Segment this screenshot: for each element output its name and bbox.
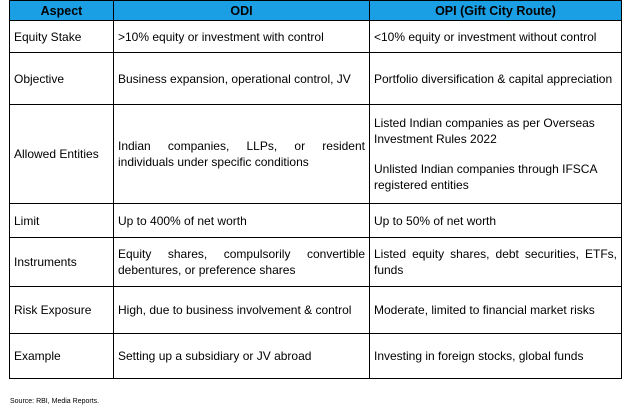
opi-listed-entry: Listed Indian companies as per Overseas …: [374, 116, 595, 146]
table-row: Risk Exposure High, due to business invo…: [9, 286, 622, 334]
header-aspect: Aspect: [9, 0, 114, 21]
table-row: Allowed Entities Indian companies, LLPs,…: [9, 104, 622, 204]
aspect-cell: Allowed Entities: [9, 104, 114, 204]
table-row: Example Setting up a subsidiary or JV ab…: [9, 333, 622, 379]
table-row: Objective Business expansion, operationa…: [9, 52, 622, 105]
header-odi: ODI: [113, 0, 370, 21]
header-opi: OPI (Gift City Route): [369, 0, 622, 21]
header-row: Aspect ODI OPI (Gift City Route): [9, 0, 622, 21]
odi-cell: >10% equity or investment with control: [113, 20, 370, 53]
odi-cell: Equity shares, compulsorily convertible …: [113, 237, 370, 287]
source-note: Source: RBI, Media Reports.: [10, 398, 100, 405]
odi-cell: Setting up a subsidiary or JV abroad: [113, 333, 370, 379]
aspect-cell: Example: [9, 333, 114, 379]
opi-cell: Moderate, limited to financial market ri…: [369, 286, 622, 334]
odi-cell: Up to 400% of net worth: [113, 203, 370, 238]
table-row: Instruments Equity shares, compulsorily …: [9, 237, 622, 287]
opi-cell: Up to 50% of net worth: [369, 203, 622, 238]
odi-cell: High, due to business involvement & cont…: [113, 286, 370, 334]
aspect-cell: Equity Stake: [9, 20, 114, 53]
aspect-cell: Risk Exposure: [9, 286, 114, 334]
opi-cell: Portfolio diversification & capital appr…: [369, 52, 622, 105]
odi-cell: Business expansion, operational control,…: [113, 52, 370, 105]
aspect-cell: Limit: [9, 203, 114, 238]
odi-cell: Indian companies, LLPs, or resident indi…: [113, 104, 370, 204]
opi-cell: Listed Indian companies as per Overseas …: [369, 104, 622, 204]
opi-unlisted-entry: Unlisted Indian companies through IFSCA …: [374, 162, 597, 192]
opi-cell: Listed equity shares, debt securities, E…: [369, 237, 622, 287]
comparison-table: Aspect ODI OPI (Gift City Route) Equity …: [9, 0, 622, 379]
table-row: Equity Stake >10% equity or investment w…: [9, 20, 622, 53]
aspect-cell: Objective: [9, 52, 114, 105]
opi-cell: <10% equity or investment without contro…: [369, 20, 622, 53]
aspect-cell: Instruments: [9, 237, 114, 287]
table-row: Limit Up to 400% of net worth Up to 50% …: [9, 203, 622, 238]
opi-cell: Investing in foreign stocks, global fund…: [369, 333, 622, 379]
